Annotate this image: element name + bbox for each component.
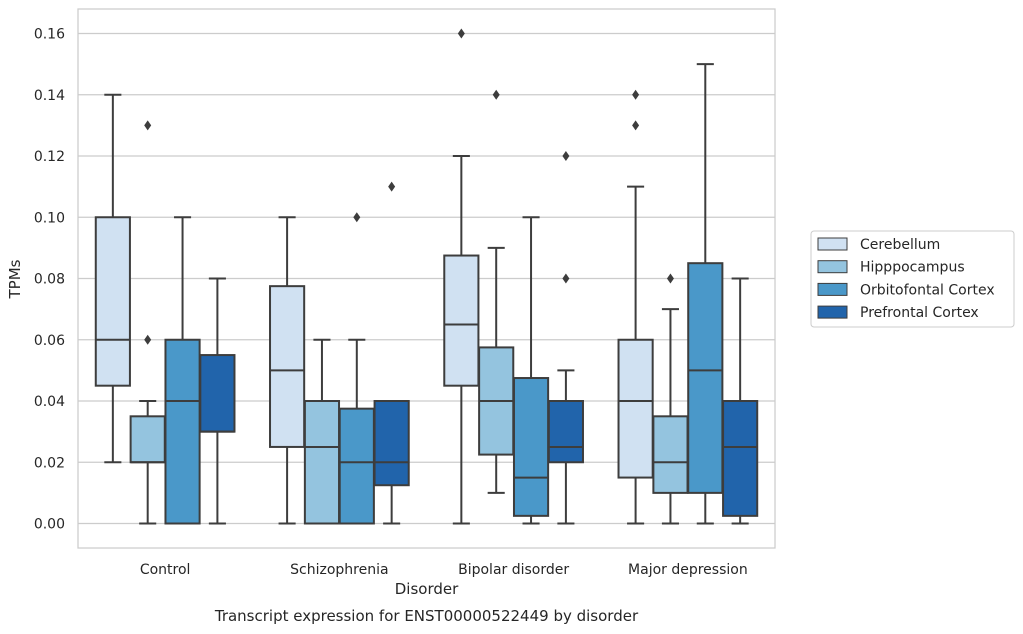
box-group [164,216,201,525]
y-tick-label: 0.08 [34,272,65,288]
plot-frame [77,8,776,549]
legend-label: Cerebellum [860,237,940,253]
box-group [617,89,654,525]
outlier-point [144,334,152,345]
x-tick-label: Major depression [628,562,748,578]
outlier-point [353,212,361,223]
box-group [199,277,236,525]
box-group [269,216,306,525]
legend-label: Hipppocampus [860,260,965,276]
y-tick-label: 0.10 [34,210,65,226]
legend: Cerebellum Hipppocampus Orbitofontal Corte… [810,230,1015,328]
box-group [652,273,689,525]
x-axis-label: Disorder [395,580,459,598]
box [373,400,410,487]
box [199,354,236,433]
box-group [443,28,480,525]
chart-caption: Transcript expression for ENST0000052244… [214,607,639,625]
legend-label: Orbitofontal Cortex [860,282,995,298]
legend-swatch [817,282,848,296]
outlier-point [666,273,674,284]
box [617,338,654,479]
box [687,262,724,494]
box [94,216,131,387]
y-tick-label: 0.14 [34,88,65,104]
box-group [303,338,341,525]
legend-swatch [817,305,848,319]
y-tick-label: 0.02 [34,455,65,471]
outlier-point [457,28,465,39]
box [129,415,166,464]
box-group [722,277,759,525]
box-group [94,93,131,464]
y-tick-label: 0.04 [34,394,65,410]
outlier-point [632,120,640,131]
box [443,254,480,387]
legend-swatch [817,260,848,274]
box [269,285,306,448]
x-axis-ticks: Control Schizophrenia Bipolar disorder Majo… [140,562,748,578]
box-group [512,216,550,525]
outlier-point [492,89,500,100]
legend-frame [810,230,1015,328]
box [303,400,341,525]
box [722,400,759,517]
x-tick-label: Bipolar disorder [458,562,569,578]
outlier-point [562,151,570,161]
legend-swatch [817,237,848,251]
box [338,407,375,525]
y-tick-label: 0.16 [34,27,65,43]
x-tick-label: Control [140,562,191,578]
box [164,338,201,525]
legend-label: Prefrontal Cortex [860,305,979,321]
box-group [338,212,375,525]
y-tick-label: 0.06 [34,333,65,349]
box-group [129,120,166,525]
outlier-point [562,273,570,284]
box-group [373,181,410,525]
y-tick-label: 0.00 [34,517,65,533]
box [512,377,550,517]
box-group [687,63,724,525]
y-tick-label: 0.12 [34,149,65,165]
box-group [547,151,584,525]
x-tick-label: Schizophrenia [290,562,388,578]
box-group [478,89,515,494]
box [652,415,689,494]
box-plot-series [94,28,759,525]
outlier-point [388,181,396,192]
outlier-point [632,89,640,100]
y-axis-label: TPMs [6,259,24,299]
y-axis-ticks: 0.00 0.02 0.04 0.06 0.08 0.10 0.12 0.14 0.16 [34,27,65,533]
box [547,400,584,464]
outlier-point [144,120,152,131]
